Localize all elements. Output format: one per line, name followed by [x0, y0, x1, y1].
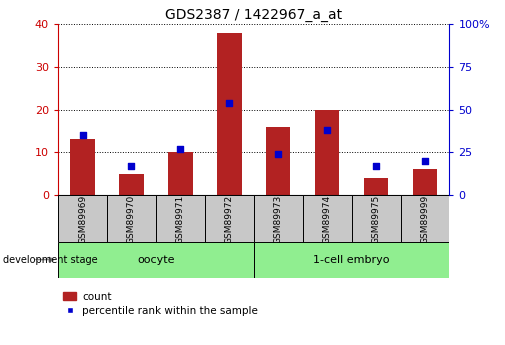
Point — [323, 127, 331, 133]
Bar — [156, 195, 205, 242]
Bar — [254, 195, 302, 242]
Bar — [205, 195, 254, 242]
Point — [78, 132, 86, 138]
Bar — [315, 110, 339, 195]
Bar — [168, 152, 192, 195]
Bar — [302, 195, 351, 242]
Text: GSM89970: GSM89970 — [127, 195, 136, 244]
Bar — [119, 174, 144, 195]
Title: GDS2387 / 1422967_a_at: GDS2387 / 1422967_a_at — [165, 8, 342, 22]
Text: GSM89973: GSM89973 — [274, 195, 283, 244]
Text: GSM89969: GSM89969 — [78, 195, 87, 244]
Bar — [266, 127, 290, 195]
Legend: count, percentile rank within the sample: count, percentile rank within the sample — [63, 292, 258, 316]
Point — [225, 100, 233, 106]
Text: GSM89975: GSM89975 — [372, 195, 381, 244]
Point — [176, 146, 184, 151]
Text: GSM89971: GSM89971 — [176, 195, 185, 244]
Text: development stage: development stage — [3, 256, 97, 265]
Point — [274, 151, 282, 157]
Bar — [70, 139, 95, 195]
Text: oocyte: oocyte — [137, 255, 175, 265]
Text: GSM89972: GSM89972 — [225, 195, 234, 244]
Bar — [400, 195, 449, 242]
Bar — [254, 241, 449, 278]
Bar — [217, 33, 241, 195]
Point — [372, 163, 380, 169]
Point — [127, 163, 135, 169]
Text: GSM89999: GSM89999 — [421, 195, 429, 244]
Bar — [58, 241, 254, 278]
Bar — [107, 195, 156, 242]
Point — [421, 158, 429, 164]
Text: GSM89974: GSM89974 — [323, 195, 332, 244]
Bar — [413, 169, 437, 195]
Bar — [351, 195, 400, 242]
Bar — [58, 195, 107, 242]
Bar — [364, 178, 388, 195]
Text: 1-cell embryo: 1-cell embryo — [314, 255, 390, 265]
